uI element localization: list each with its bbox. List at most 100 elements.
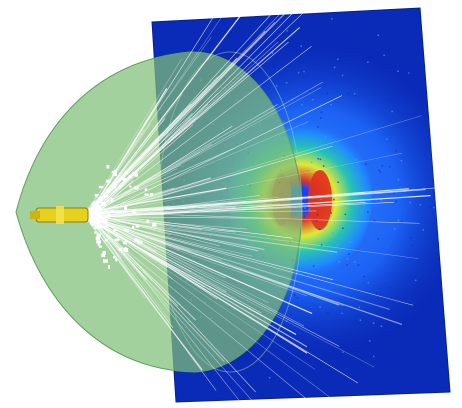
track-fragment xyxy=(88,212,92,217)
track-fragment xyxy=(110,198,114,202)
track-fragment xyxy=(95,236,100,241)
particle-track xyxy=(92,211,420,224)
particle-track xyxy=(85,148,235,214)
track-fragment xyxy=(111,171,116,174)
track-fragment xyxy=(129,185,132,188)
particle-track xyxy=(86,1,233,217)
track-fragment xyxy=(134,186,139,190)
track-fragment xyxy=(108,265,111,269)
particle-track xyxy=(85,214,315,370)
track-fragment xyxy=(133,238,138,242)
track-fragment xyxy=(95,206,100,209)
track-fragment xyxy=(152,222,157,227)
particle-track xyxy=(87,212,220,247)
particle-track xyxy=(88,1,252,215)
track-fragment xyxy=(94,231,97,234)
particle-track xyxy=(89,202,309,213)
particle-track xyxy=(84,36,212,214)
track-fragment xyxy=(91,223,95,227)
particle-track xyxy=(84,214,225,362)
particle-track xyxy=(84,217,297,335)
track-fragment xyxy=(132,171,137,175)
particle-track xyxy=(88,187,227,213)
track-fragment xyxy=(93,202,96,206)
particle-track xyxy=(92,216,269,303)
particle-track xyxy=(84,212,258,407)
particle-track xyxy=(86,203,281,214)
particle-track xyxy=(87,168,178,217)
track-fragment xyxy=(113,255,116,259)
track-fragment xyxy=(98,225,104,229)
track-fragment xyxy=(114,238,120,242)
track-fragment xyxy=(98,185,104,189)
particle-track xyxy=(85,212,227,293)
track-fragment xyxy=(97,208,103,211)
track-fragment xyxy=(94,225,100,229)
track-fragment xyxy=(106,164,110,169)
particle-track xyxy=(83,215,414,306)
particle-track xyxy=(84,204,217,215)
track-fragment xyxy=(102,250,106,255)
particle-track xyxy=(89,152,403,217)
track-fragment xyxy=(92,217,95,222)
track-fragment xyxy=(150,192,154,197)
particle-track xyxy=(91,95,343,219)
particle-track xyxy=(88,166,261,218)
track-fragment xyxy=(123,206,128,210)
particle-track xyxy=(90,216,273,219)
particle-track xyxy=(87,58,182,213)
track-fragment xyxy=(113,228,117,232)
track-fragment xyxy=(115,258,118,262)
track-fragment xyxy=(95,194,98,198)
track-fragment xyxy=(135,225,140,228)
track-fragment xyxy=(112,173,117,177)
track-fragment xyxy=(124,228,130,232)
particle-track xyxy=(86,41,289,213)
track-fragment xyxy=(122,177,128,182)
track-fragment xyxy=(125,171,129,175)
track-fragment xyxy=(94,214,99,218)
track-fragment xyxy=(144,193,149,196)
particle-track xyxy=(91,214,256,393)
track-fragment xyxy=(92,221,95,224)
particle-track xyxy=(85,81,323,218)
track-fragment xyxy=(111,210,114,214)
track-fragment xyxy=(97,220,102,223)
track-fragment xyxy=(101,253,106,258)
track-fragment xyxy=(113,185,116,188)
particle-track xyxy=(86,213,217,391)
particle-track xyxy=(90,212,132,278)
particle-track xyxy=(88,46,312,216)
track-fragment xyxy=(131,225,135,229)
track-fragment xyxy=(103,259,108,263)
track-fragment xyxy=(146,219,150,223)
track-fragment xyxy=(97,216,102,219)
particle-track xyxy=(83,103,192,214)
particle-track xyxy=(90,216,236,233)
particle-track xyxy=(89,87,321,215)
particle-track xyxy=(92,213,244,407)
track-fragment xyxy=(103,194,108,198)
track-fragment xyxy=(91,202,94,205)
track-fragment xyxy=(95,202,99,206)
track-fragment xyxy=(96,233,101,237)
track-fragment xyxy=(105,179,111,183)
track-fragment xyxy=(123,241,127,245)
particle-track xyxy=(82,213,419,259)
track-fragment xyxy=(108,213,111,218)
particle-track xyxy=(87,214,340,347)
track-fragment xyxy=(101,201,106,206)
particle-track xyxy=(91,215,248,240)
particle-track xyxy=(82,213,203,370)
particle-track xyxy=(85,213,313,314)
particle-track xyxy=(91,206,236,218)
particle-track xyxy=(88,188,426,214)
track-fragment xyxy=(128,175,133,179)
particle-track xyxy=(84,215,403,325)
track-fragment xyxy=(92,201,98,204)
track-fragment xyxy=(118,184,122,188)
track-fragment xyxy=(100,216,105,221)
particle-track xyxy=(89,215,265,251)
track-fragment xyxy=(105,225,109,228)
